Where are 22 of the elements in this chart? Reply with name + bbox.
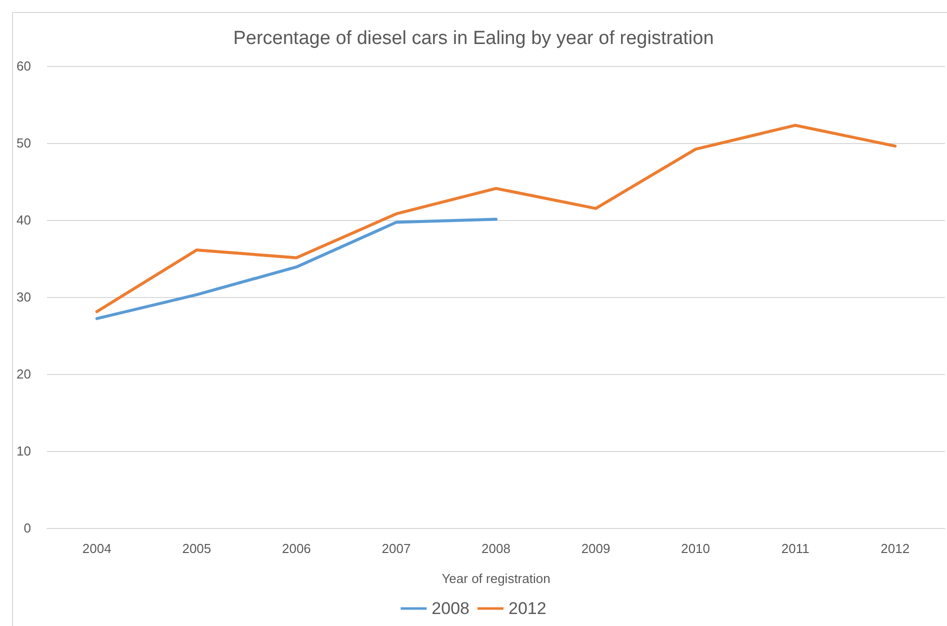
y-tick-label: 30 — [16, 290, 31, 304]
y-tick-label: 50 — [16, 136, 31, 150]
x-tick-label: 2008 — [482, 541, 510, 556]
y-tick-label: 10 — [16, 444, 31, 458]
x-tick-label: 2009 — [581, 541, 610, 556]
legend-label: 2012 — [508, 599, 546, 618]
x-tick-label: 2007 — [382, 541, 411, 556]
y-tick-label: 60 — [16, 58, 31, 74]
x-tick-label: 2004 — [82, 541, 112, 556]
x-tick-label: 2011 — [781, 541, 810, 556]
x-tick-label: 2005 — [182, 541, 212, 556]
y-tick-label: 20 — [16, 366, 31, 382]
x-tick-label: 2012 — [880, 541, 910, 556]
y-tick-label: 40 — [16, 212, 31, 228]
y-tick-label: 0 — [24, 520, 31, 536]
line-series — [95, 124, 897, 314]
x-axis-title: Year of registration — [442, 571, 550, 586]
x-tick-label: 2010 — [681, 541, 710, 556]
line-series — [95, 218, 498, 320]
x-tick-label: 2006 — [282, 541, 311, 556]
chart-title: Percentage of diesel cars in Ealing by year of registration — [233, 28, 714, 49]
legend-label: 2008 — [432, 599, 470, 618]
